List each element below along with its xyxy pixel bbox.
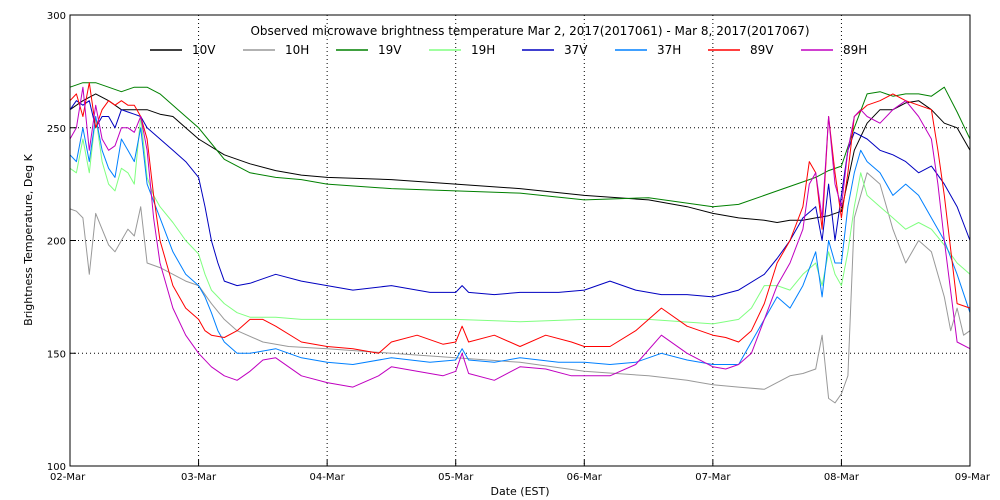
x-tick-label: 08-Mar [824, 472, 860, 483]
series-line-89h [69, 86, 971, 388]
legend-label: 89H [843, 43, 867, 57]
series-line-19h [69, 116, 971, 325]
chart-title: Observed microwave brightness temperatur… [250, 24, 809, 38]
legend-label: 10V [192, 43, 216, 57]
series-line-89v [69, 82, 971, 354]
x-tick-label: 04-Mar [310, 472, 346, 483]
x-tick-label: 06-Mar [567, 472, 603, 483]
y-tick-label: 200 [47, 237, 66, 248]
y-tick-label: 150 [47, 349, 66, 360]
y-tick-label: 250 [47, 124, 66, 135]
legend-item-89v: 89V [708, 43, 774, 57]
series-line-37h [69, 116, 971, 365]
legend-item-37h: 37H [615, 43, 681, 57]
legend-item-10h: 10H [243, 43, 309, 57]
axis-ticks: 02-Mar 03-Mar 04-Mar 05-Mar 06-Mar 07-Mar 08-M… [47, 11, 991, 483]
legend-label: 10H [285, 43, 309, 57]
legend: 10V 10H 19V 19H 37V 37H 89V 89H [150, 43, 867, 57]
legend-label: 19V [378, 43, 402, 57]
legend-item-19h: 19H [429, 43, 495, 57]
legend-item-89h: 89H [801, 43, 867, 57]
x-tick-label: 03-Mar [181, 472, 217, 483]
legend-label: 37V [564, 43, 588, 57]
legend-label: 37H [657, 43, 681, 57]
x-tick-label: 09-Mar [955, 472, 991, 483]
y-tick-label: 300 [47, 11, 66, 22]
legend-item-19v: 19V [336, 43, 402, 57]
series-line-37v [69, 100, 971, 298]
x-tick-label: 07-Mar [695, 472, 731, 483]
legend-item-37v: 37V [522, 43, 588, 57]
series-line-10v [69, 93, 971, 223]
series-line-19v [69, 82, 971, 208]
y-tick-label: 100 [47, 462, 66, 473]
x-axis-label: Date (EST) [490, 485, 549, 498]
legend-label: 19H [471, 43, 495, 57]
legend-label: 89V [750, 43, 774, 57]
legend-item-10v: 10V [150, 43, 216, 57]
x-tick-label: 05-Mar [438, 472, 474, 483]
series-line-10h [69, 172, 971, 404]
series-layer [69, 82, 971, 404]
y-axis-label: Brightness Temperature, Deg K [22, 153, 35, 325]
x-tick-label: 02-Mar [50, 472, 86, 483]
